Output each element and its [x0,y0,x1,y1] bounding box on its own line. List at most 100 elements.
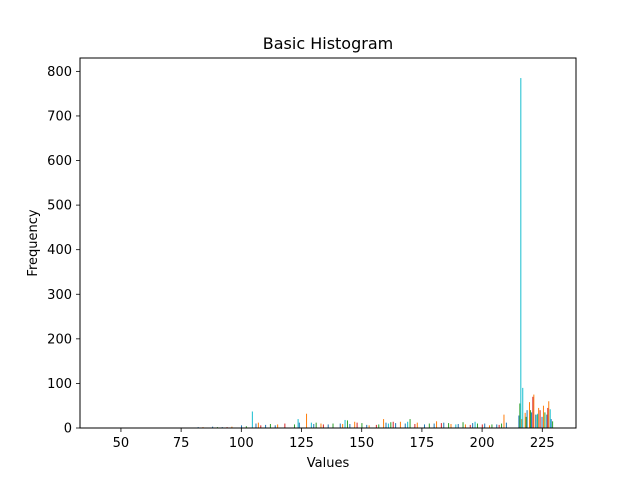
histogram-bar [535,414,537,428]
histogram-bar [505,422,507,428]
histogram-bar [231,426,233,428]
histogram-bar [306,413,308,428]
histogram-bar [342,423,344,428]
histogram-bar [462,422,464,428]
histogram-bar [349,423,351,428]
histogram-bar [521,419,523,428]
histogram-bar [455,424,457,428]
histogram-bar [474,421,476,428]
histogram-bar [541,416,543,428]
histogram-bar [436,421,438,428]
bars-layer [161,78,554,428]
y-tick-label: 600 [47,154,72,169]
histogram-bar [469,424,471,428]
histogram-bar [520,78,522,428]
x-tick-label: 75 [173,436,190,451]
y-tick-label: 400 [47,243,72,258]
histogram-bar [498,424,500,428]
histogram-bar [440,423,442,428]
histogram-bar [293,424,295,428]
histogram-bar [212,426,214,428]
y-tick-label: 500 [47,199,72,214]
histogram-bar [524,412,526,428]
histogram-bar [525,416,527,428]
histogram-bar [339,423,341,428]
histogram-bar [443,422,445,428]
histogram-bar [518,415,520,428]
x-tick-label: 225 [530,436,555,451]
histogram-bar [315,422,317,428]
histogram-bar [537,413,539,428]
histogram-bar [542,405,544,428]
histogram-bar [322,424,324,428]
histogram-bar [489,425,491,428]
histogram-bar [354,421,356,428]
histogram-bar [375,424,377,428]
histogram-bar [464,424,466,428]
x-tick-label: 200 [470,436,495,451]
histogram-bar [366,424,368,428]
histogram-bar [404,423,406,428]
histogram-bar [546,414,548,428]
histogram-bar [257,422,259,428]
histogram-bar [416,422,418,428]
y-tick-label: 100 [47,377,72,392]
y-axis: 0 100 200 300 400 500 600 700 800 [47,65,80,437]
x-tick-label: 125 [289,436,314,451]
histogram-bar [269,423,271,428]
histogram-bar [407,421,409,428]
histogram-bar [530,412,532,428]
histogram-bar [539,410,541,428]
histogram-bar [549,409,551,428]
histogram-bar [533,394,535,428]
histogram-bar [491,424,493,428]
histogram-bar [503,414,505,428]
histogram-bar [245,426,247,428]
histogram-bar [387,423,389,428]
y-tick-label: 700 [47,109,72,124]
histogram-bar [528,402,530,428]
chart-title: Basic Histogram [263,34,393,53]
histogram-bar [390,422,392,428]
histogram-bar [484,423,486,428]
histogram-bar [544,412,546,428]
histogram-bar [284,423,286,428]
y-tick-label: 800 [47,65,72,80]
histogram-bar [496,424,498,428]
histogram-bar [448,423,450,428]
histogram-bar [310,422,312,428]
histogram-bar [481,424,483,428]
histogram-bar [356,422,358,428]
histogram-bar [255,423,257,428]
histogram-bar [552,421,554,428]
histogram-bar [529,410,531,428]
histogram-bar [501,423,503,428]
histogram-bar [424,424,426,428]
histogram-bar [265,424,267,428]
histogram-bar [450,423,452,428]
histogram-bar [428,423,430,428]
histogram-bar [313,423,315,428]
y-tick-label: 0 [64,422,72,437]
y-tick-label: 200 [47,332,72,347]
histogram-bar [383,419,385,428]
histogram-bar [526,410,528,428]
histogram-bar [433,423,435,428]
histogram-bar [409,419,411,428]
histogram-bar [472,423,474,428]
histogram-bar [274,425,276,428]
histogram-bar [327,424,329,428]
histogram-bar [399,421,401,428]
histogram-bar [550,419,552,428]
histogram-bar [385,422,387,428]
histogram-bar [457,423,459,428]
histogram-bar [297,419,299,428]
x-tick-label: 150 [349,436,374,451]
histogram-bar [344,419,346,428]
y-tick-label: 300 [47,288,72,303]
histogram-bar [260,425,262,428]
histogram-bar [251,411,253,428]
plot-frame [79,57,577,429]
